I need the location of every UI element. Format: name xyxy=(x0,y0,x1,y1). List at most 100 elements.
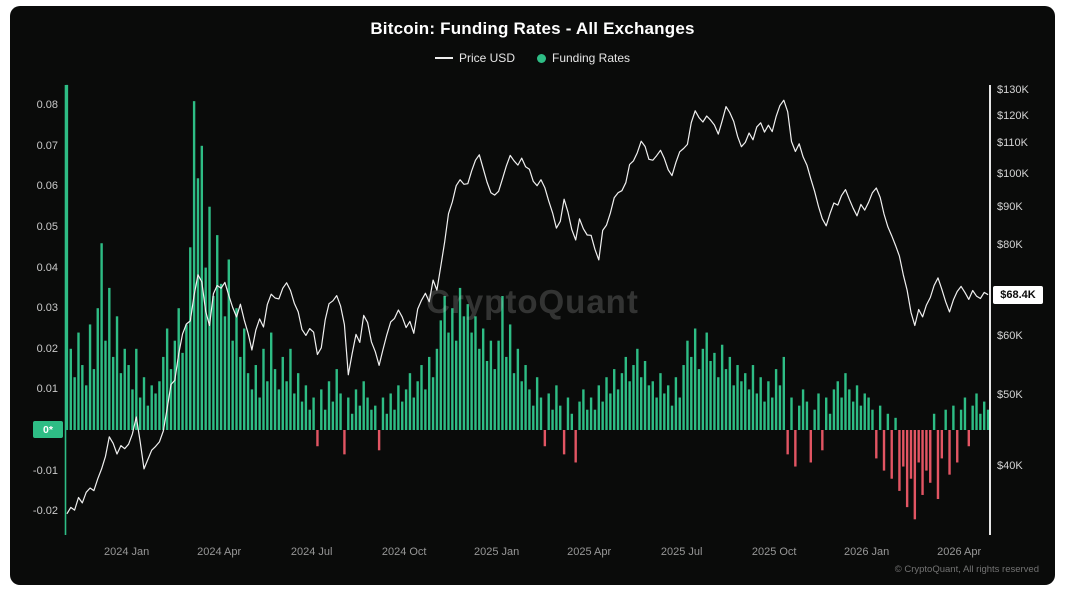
funding-bar xyxy=(381,397,385,430)
funding-bar xyxy=(840,397,843,430)
funding-bar xyxy=(150,385,153,430)
funding-bar xyxy=(547,393,550,430)
funding-bar xyxy=(335,369,338,430)
funding-bar xyxy=(817,393,820,430)
funding-bar xyxy=(875,430,878,459)
funding-bar xyxy=(663,393,666,430)
funding-bar xyxy=(431,377,435,430)
funding-bar xyxy=(300,401,304,430)
funding-bar xyxy=(855,385,859,430)
funding-bar xyxy=(162,356,165,430)
funding-bar xyxy=(146,405,150,430)
funding-bar xyxy=(628,381,631,430)
funding-bar xyxy=(774,369,778,430)
funding-bar xyxy=(867,397,870,430)
funding-bar xyxy=(593,409,597,430)
funding-bar xyxy=(254,365,257,430)
funding-bar xyxy=(940,430,944,459)
funding-bar xyxy=(736,365,739,430)
funding-bar xyxy=(358,405,362,430)
funding-bar xyxy=(825,397,828,430)
legend-item-price-usd[interactable]: Price USD xyxy=(434,51,515,65)
funding-bar xyxy=(370,409,373,430)
funding-bar xyxy=(586,409,589,430)
funding-bar xyxy=(643,360,647,430)
funding-bar xyxy=(986,409,990,430)
funding-bar xyxy=(196,178,200,430)
funding-bar xyxy=(412,397,415,430)
funding-bar xyxy=(339,393,342,430)
left-axis-tick: 0.05 xyxy=(36,221,58,233)
funding-bar xyxy=(890,430,893,479)
legend-item-funding-rates[interactable]: Funding Rates xyxy=(536,51,630,65)
x-axis-tick: 2024 Apr xyxy=(197,546,242,558)
funding-bar xyxy=(902,430,905,467)
funding-bar xyxy=(636,348,639,430)
funding-bar xyxy=(605,377,608,430)
funding-bar xyxy=(435,348,439,430)
funding-bar xyxy=(277,389,281,430)
funding-bar xyxy=(111,356,115,430)
funding-bar xyxy=(805,401,809,430)
chart-legend: Price USD Funding Rates xyxy=(0,51,1065,65)
funding-bar xyxy=(96,308,99,430)
funding-bar xyxy=(709,360,712,430)
funding-bar xyxy=(686,340,689,430)
funding-bar xyxy=(420,365,423,430)
funding-bar xyxy=(582,389,585,430)
funding-bar xyxy=(366,397,369,430)
funding-bar xyxy=(416,381,419,430)
funding-bar xyxy=(270,332,273,430)
funding-bar xyxy=(223,316,227,430)
funding-bar xyxy=(624,356,627,430)
left-axis-tick: 0.01 xyxy=(36,383,58,396)
funding-bar xyxy=(408,373,412,430)
funding-bar xyxy=(578,401,581,430)
funding-bar xyxy=(455,340,458,430)
right-axis-tick: $80K xyxy=(997,238,1023,251)
funding-bar xyxy=(620,373,624,430)
left-axis-tick: 0.08 xyxy=(36,99,58,112)
x-axis-tick: 2025 Oct xyxy=(751,546,797,558)
funding-bar xyxy=(208,206,211,430)
funding-bar xyxy=(219,283,223,430)
x-axis-tick: 2026 Apr xyxy=(937,546,982,558)
x-axis-tick: 2024 Oct xyxy=(381,546,427,558)
funding-bar xyxy=(786,430,789,455)
funding-bar xyxy=(932,413,936,430)
funding-bar xyxy=(844,373,847,430)
funding-bar xyxy=(909,430,913,479)
funding-bar xyxy=(728,356,732,430)
funding-bar xyxy=(559,405,562,430)
funding-bar xyxy=(794,430,797,467)
funding-bar xyxy=(262,348,265,430)
funding-bar xyxy=(562,430,566,455)
x-axis-tick: 2025 Jul xyxy=(660,546,703,558)
chart-panel xyxy=(10,6,1055,585)
funding-bar xyxy=(481,328,485,430)
funding-bar xyxy=(293,393,296,430)
funding-bar xyxy=(952,405,955,430)
funding-bar xyxy=(778,385,782,430)
funding-bar xyxy=(185,324,188,430)
funding-bar xyxy=(266,381,269,430)
funding-bar xyxy=(69,348,72,430)
funding-bar xyxy=(882,430,886,471)
funding-bar xyxy=(508,324,512,430)
zero-axis-badge: 0* xyxy=(33,421,63,438)
funding-bar xyxy=(747,389,751,430)
x-axis-tick: 2026 Jan xyxy=(844,546,890,558)
funding-bar xyxy=(100,243,103,430)
right-axis-tick: $90K xyxy=(997,201,1023,214)
right-axis-tick: $130K xyxy=(997,84,1029,96)
funding-bar xyxy=(385,413,389,430)
funding-bar xyxy=(239,356,242,430)
funding-bar xyxy=(304,385,308,430)
funding-bar xyxy=(127,365,130,430)
right-axis-tick: $60K xyxy=(997,330,1023,343)
funding-bar xyxy=(73,377,76,430)
funding-bar xyxy=(801,389,805,430)
funding-bar xyxy=(790,397,793,430)
funding-bar xyxy=(505,356,508,430)
